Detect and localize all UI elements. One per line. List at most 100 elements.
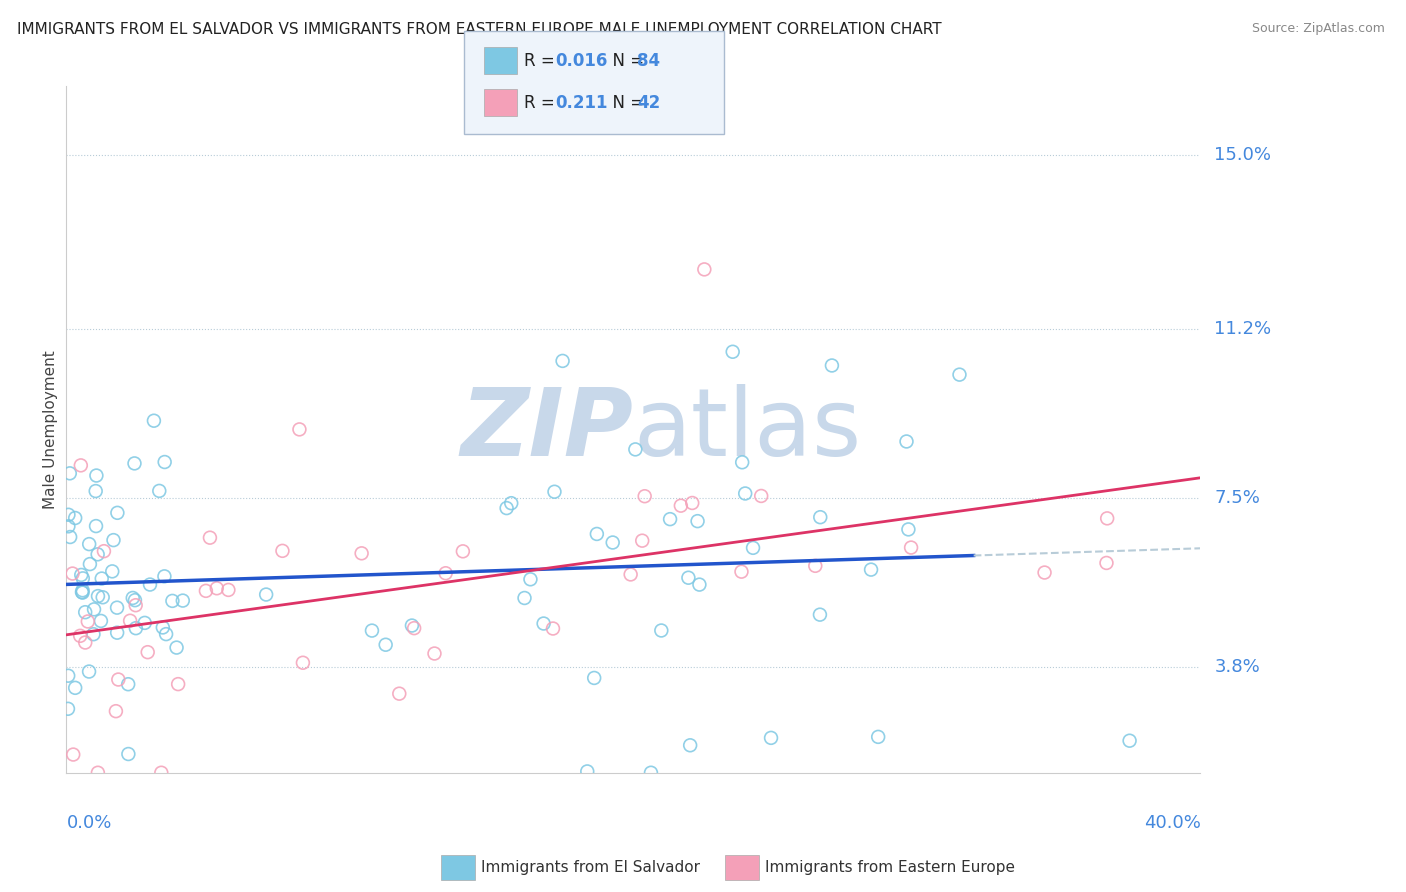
Point bbox=[105, 506, 128, 520]
Point bbox=[59, 530, 82, 544]
Point bbox=[543, 484, 565, 499]
Point bbox=[79, 557, 101, 571]
Point bbox=[404, 621, 426, 635]
Point bbox=[583, 671, 606, 685]
Text: R =: R = bbox=[524, 94, 561, 112]
Point bbox=[124, 593, 146, 607]
Point bbox=[759, 731, 782, 745]
Point bbox=[198, 531, 221, 545]
Text: 0.0%: 0.0% bbox=[66, 814, 112, 832]
Text: Immigrants from El Salvador: Immigrants from El Salvador bbox=[481, 860, 700, 874]
Point bbox=[808, 510, 831, 524]
Point bbox=[860, 563, 883, 577]
Point bbox=[388, 687, 411, 701]
Point bbox=[125, 598, 148, 612]
Text: 42: 42 bbox=[637, 94, 661, 112]
Point bbox=[103, 533, 125, 548]
Point bbox=[254, 588, 277, 602]
Point bbox=[86, 547, 108, 561]
Text: 0.016: 0.016 bbox=[555, 52, 607, 70]
Point bbox=[104, 704, 127, 718]
Point bbox=[217, 582, 239, 597]
Text: 40.0%: 40.0% bbox=[1143, 814, 1201, 832]
Point bbox=[896, 434, 918, 449]
Point bbox=[288, 422, 311, 436]
Point bbox=[72, 583, 94, 598]
Point bbox=[91, 591, 114, 605]
Point bbox=[69, 458, 91, 473]
Text: 84: 84 bbox=[637, 52, 659, 70]
Point bbox=[808, 607, 831, 622]
Point bbox=[139, 577, 162, 591]
Point bbox=[72, 571, 94, 585]
Point bbox=[271, 544, 294, 558]
Text: 3.8%: 3.8% bbox=[1215, 658, 1260, 676]
Text: N =: N = bbox=[602, 52, 650, 70]
Point bbox=[734, 486, 756, 500]
Point bbox=[63, 681, 86, 695]
Point bbox=[742, 541, 765, 555]
Point bbox=[107, 673, 129, 687]
Point bbox=[576, 764, 599, 779]
Text: Immigrants from Eastern Europe: Immigrants from Eastern Europe bbox=[765, 860, 1015, 874]
Point bbox=[897, 522, 920, 536]
Point bbox=[148, 483, 170, 498]
Point bbox=[59, 467, 82, 481]
Point bbox=[134, 615, 156, 630]
Point bbox=[659, 512, 682, 526]
Point bbox=[75, 605, 97, 619]
Point bbox=[679, 739, 702, 753]
Point bbox=[58, 508, 80, 522]
Point bbox=[153, 569, 176, 583]
Point bbox=[142, 414, 165, 428]
Point bbox=[70, 585, 93, 599]
Point bbox=[136, 645, 159, 659]
Point bbox=[868, 730, 890, 744]
Point bbox=[75, 635, 97, 649]
Point bbox=[93, 544, 115, 558]
Point bbox=[1033, 566, 1056, 580]
Point bbox=[678, 571, 700, 585]
Point bbox=[58, 669, 80, 683]
Point bbox=[62, 566, 84, 581]
Point bbox=[513, 591, 536, 605]
Y-axis label: Male Unemployment: Male Unemployment bbox=[44, 351, 58, 509]
Point bbox=[688, 577, 710, 591]
Point bbox=[194, 583, 217, 598]
Point bbox=[120, 614, 142, 628]
Point bbox=[77, 537, 100, 551]
Text: 0.211: 0.211 bbox=[555, 94, 607, 112]
Point bbox=[533, 616, 555, 631]
Point bbox=[152, 620, 174, 634]
Point bbox=[586, 527, 609, 541]
Point bbox=[87, 589, 110, 603]
Point bbox=[721, 344, 744, 359]
Point bbox=[693, 262, 716, 277]
Point bbox=[56, 702, 79, 716]
Point bbox=[681, 496, 703, 510]
Point bbox=[70, 568, 93, 582]
Point bbox=[374, 638, 396, 652]
Text: N =: N = bbox=[602, 94, 650, 112]
Point bbox=[749, 489, 772, 503]
Point bbox=[350, 546, 373, 560]
Point bbox=[155, 627, 177, 641]
Point bbox=[519, 572, 541, 586]
Point bbox=[1095, 511, 1118, 525]
Text: 11.2%: 11.2% bbox=[1215, 320, 1271, 338]
Point bbox=[69, 629, 91, 643]
Point bbox=[58, 519, 80, 533]
Point bbox=[423, 647, 446, 661]
Point bbox=[117, 677, 139, 691]
Point bbox=[153, 455, 176, 469]
Point bbox=[495, 501, 517, 516]
Point bbox=[361, 624, 384, 638]
Point bbox=[86, 468, 108, 483]
Point bbox=[804, 558, 827, 573]
Point bbox=[105, 625, 128, 640]
Point bbox=[686, 514, 709, 528]
Point bbox=[172, 593, 194, 607]
Point bbox=[731, 455, 754, 469]
Point bbox=[167, 677, 190, 691]
Point bbox=[434, 566, 457, 581]
